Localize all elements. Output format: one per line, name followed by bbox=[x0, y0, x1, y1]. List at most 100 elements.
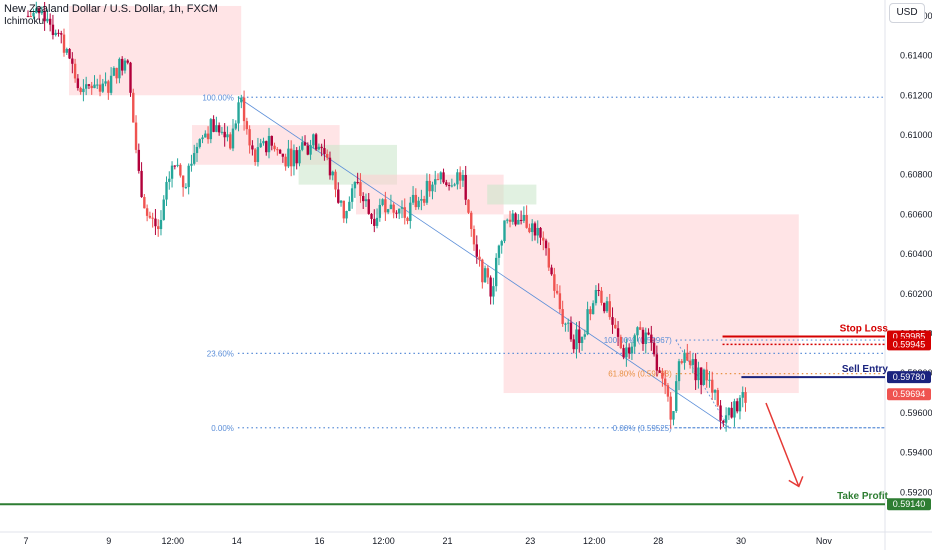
candle-body bbox=[616, 328, 620, 337]
candle-body bbox=[270, 135, 273, 146]
time-tick-label: 9 bbox=[106, 536, 111, 546]
candle-body bbox=[470, 212, 473, 230]
price-tick-label: 0.59600 bbox=[900, 408, 932, 418]
candle-body bbox=[467, 199, 470, 213]
candle-body bbox=[273, 145, 276, 150]
candle-body bbox=[312, 134, 315, 146]
candle-body bbox=[145, 208, 149, 216]
time-tick-label: 21 bbox=[442, 536, 452, 546]
candle-body bbox=[705, 369, 708, 381]
candle-body bbox=[492, 286, 495, 297]
fib-level-label: 100.00% bbox=[202, 93, 234, 102]
price-tick-label: 0.61400 bbox=[900, 51, 932, 61]
candle-body bbox=[251, 145, 254, 150]
level-name-label: Stop Loss bbox=[840, 323, 889, 334]
candle-body bbox=[478, 256, 481, 260]
candle-body bbox=[220, 131, 224, 133]
candle-body bbox=[691, 359, 695, 365]
candle-body bbox=[619, 336, 623, 349]
time-tick-label: 16 bbox=[315, 536, 325, 546]
time-tick-label: Nov bbox=[816, 536, 833, 546]
candle-body bbox=[179, 164, 182, 176]
candle-body bbox=[328, 157, 332, 176]
candle-body bbox=[553, 274, 556, 291]
candle-body bbox=[342, 200, 346, 219]
target-arrow-head bbox=[788, 476, 804, 488]
indicator-label: Ichimoku bbox=[4, 16, 45, 27]
candle-body bbox=[132, 92, 135, 123]
candle-body bbox=[425, 180, 429, 203]
candle-body bbox=[292, 150, 296, 167]
candle-body bbox=[555, 290, 559, 294]
candle-body bbox=[367, 199, 370, 214]
price-tick-label: 0.60400 bbox=[900, 249, 932, 259]
candle-body bbox=[525, 215, 528, 228]
candle-body bbox=[82, 88, 85, 93]
candle-body bbox=[181, 175, 185, 188]
candle-body bbox=[237, 102, 240, 124]
ichimoku-cloud-bear bbox=[503, 214, 799, 394]
price-tick-label: 0.60800 bbox=[900, 170, 932, 180]
candle-body bbox=[253, 149, 257, 163]
candle-body bbox=[472, 229, 476, 245]
candle-body bbox=[517, 219, 520, 225]
candle-body bbox=[323, 148, 326, 155]
candle-body bbox=[536, 227, 539, 236]
time-tick-label: 12:00 bbox=[162, 536, 185, 546]
price-axis-tag-label: 0.59780 bbox=[893, 372, 926, 382]
candle-body bbox=[672, 411, 675, 420]
time-tick-label: 14 bbox=[232, 536, 242, 546]
candle-body bbox=[533, 223, 537, 236]
candle-body bbox=[411, 194, 415, 203]
candle-body bbox=[381, 199, 384, 205]
candle-body bbox=[320, 146, 323, 149]
candle-body bbox=[212, 119, 215, 132]
candle-body bbox=[647, 332, 650, 335]
candle-body bbox=[229, 134, 232, 149]
candle-body bbox=[458, 172, 462, 181]
candle-body bbox=[392, 204, 395, 213]
candle-body bbox=[378, 204, 382, 218]
candle-body bbox=[289, 148, 293, 167]
price-tick-label: 0.59400 bbox=[900, 448, 932, 458]
candle-body bbox=[170, 165, 174, 179]
candle-body bbox=[37, 8, 41, 14]
candle-body bbox=[284, 156, 287, 167]
candle-body bbox=[727, 407, 731, 416]
candle-body bbox=[713, 390, 717, 393]
candle-body bbox=[589, 309, 592, 315]
candle-body bbox=[666, 385, 670, 397]
candle-body bbox=[339, 200, 343, 203]
currency-button[interactable]: USD bbox=[889, 3, 925, 23]
candle-body bbox=[730, 407, 733, 418]
candle-body bbox=[489, 277, 492, 297]
candle-body bbox=[680, 361, 683, 363]
candle-body bbox=[658, 370, 661, 373]
candle-body bbox=[436, 179, 440, 181]
candle-body bbox=[442, 172, 445, 183]
candle-body bbox=[594, 289, 598, 304]
candle-body bbox=[107, 81, 110, 93]
candle-body bbox=[325, 154, 329, 158]
candle-body bbox=[217, 125, 221, 133]
time-tick-label: 12:00 bbox=[583, 536, 606, 546]
candle-body bbox=[733, 401, 736, 418]
candle-body bbox=[79, 88, 82, 93]
candle-body bbox=[702, 369, 706, 385]
candle-body bbox=[309, 145, 312, 155]
candle-body bbox=[639, 327, 642, 330]
price-axis-tag-label: 0.59945 bbox=[893, 339, 926, 349]
candle-body bbox=[567, 322, 570, 324]
candle-body bbox=[215, 125, 218, 132]
candle-body bbox=[151, 217, 154, 219]
price-tick-label: 0.61200 bbox=[900, 90, 932, 100]
candle-body bbox=[165, 181, 168, 200]
level-name-label: Take Profit bbox=[837, 491, 889, 502]
candle-body bbox=[386, 209, 390, 213]
candle-body bbox=[43, 11, 46, 22]
candle-body bbox=[370, 213, 373, 219]
candle-body bbox=[176, 164, 179, 166]
candle-body bbox=[389, 204, 393, 210]
